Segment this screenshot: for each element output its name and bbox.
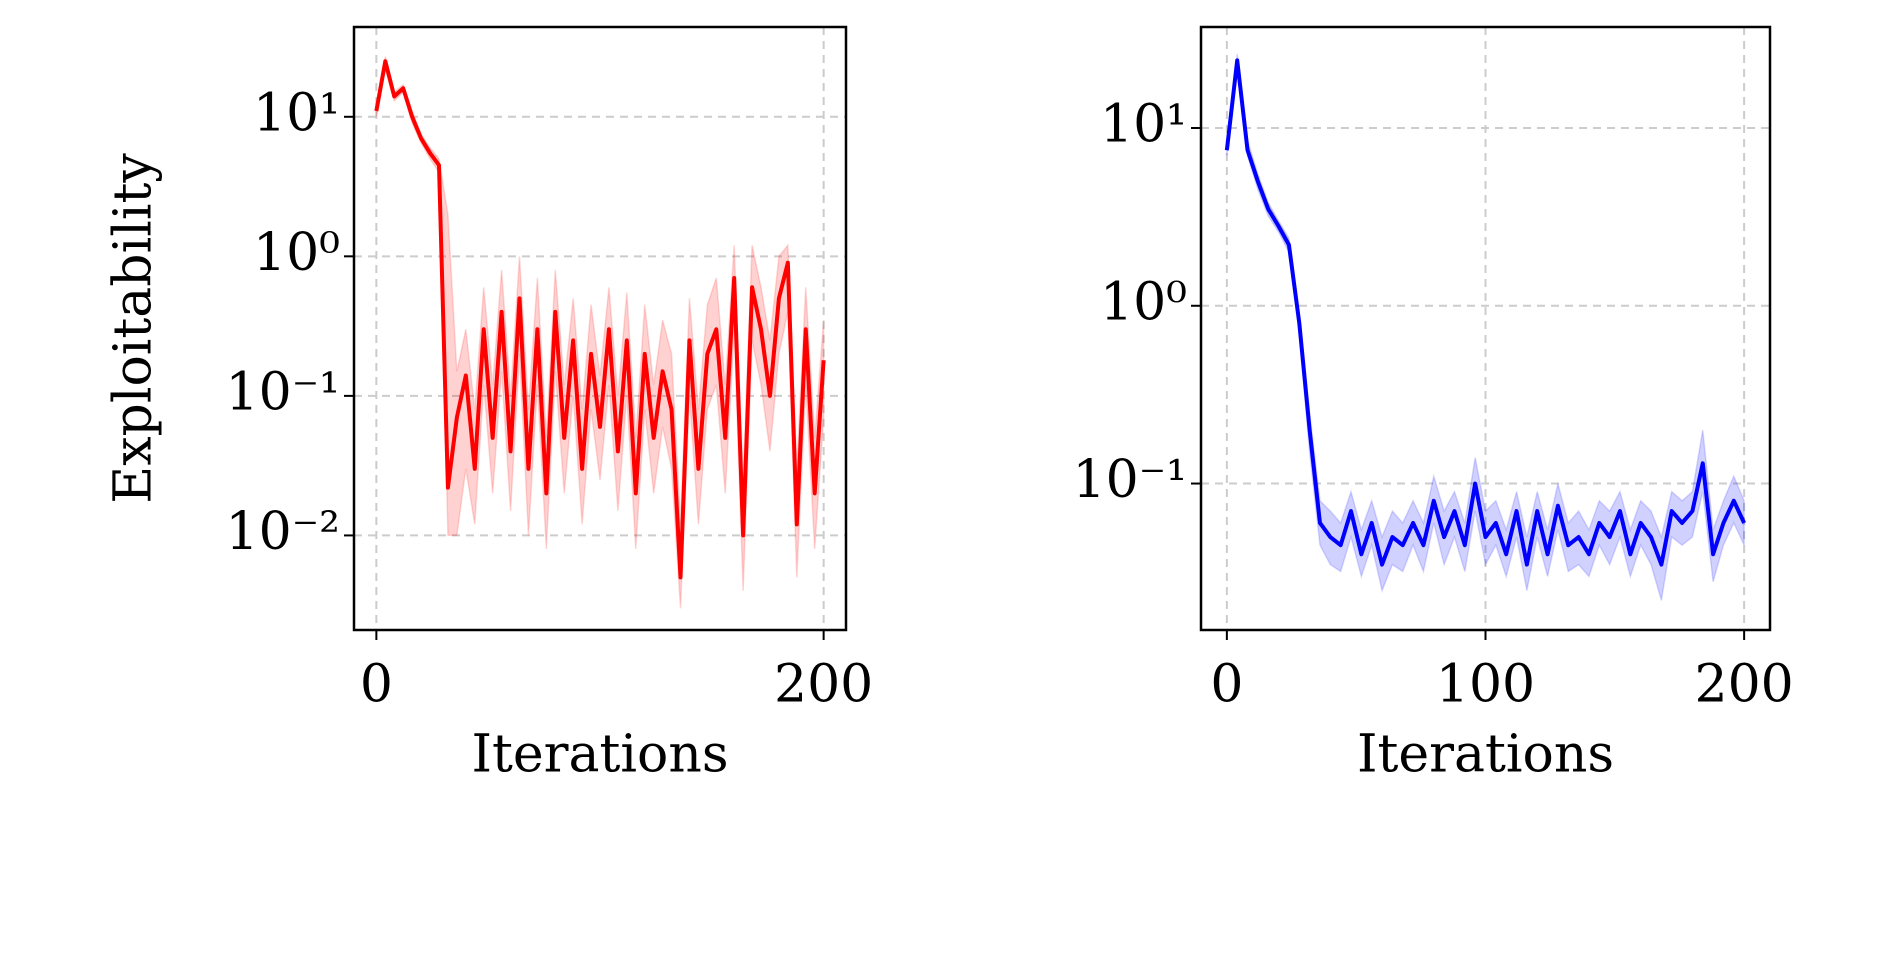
x-tick-label: 200 [774,655,873,715]
plot-frame [1199,25,1772,632]
line [1224,58,1746,567]
band [375,56,825,609]
y-tick-label: 10⁻² [226,502,340,562]
line [374,59,826,580]
y-tick-label: 10¹ [1100,95,1187,155]
y-tick-label: 10⁰ [1100,272,1187,332]
x-tick-label: 100 [1436,655,1535,715]
series [1224,54,1746,601]
y-axis-label: Exploitability [104,153,164,504]
series [374,56,826,609]
x-axis-label: Iterations [471,725,728,785]
band [1226,54,1745,601]
x-axis-label: Iterations [1357,725,1614,785]
y-tick-label: 10⁻¹ [226,362,340,422]
x-tick-label: 200 [1695,655,1794,715]
y-tick-label: 10⁰ [253,223,340,283]
x-tick-label: 0 [1210,655,1243,715]
y-tick-label: 10⁻¹ [1073,450,1187,510]
x-tick-label: 0 [360,655,393,715]
y-tick-label: 10¹ [253,83,340,143]
plot-frame [352,25,848,632]
